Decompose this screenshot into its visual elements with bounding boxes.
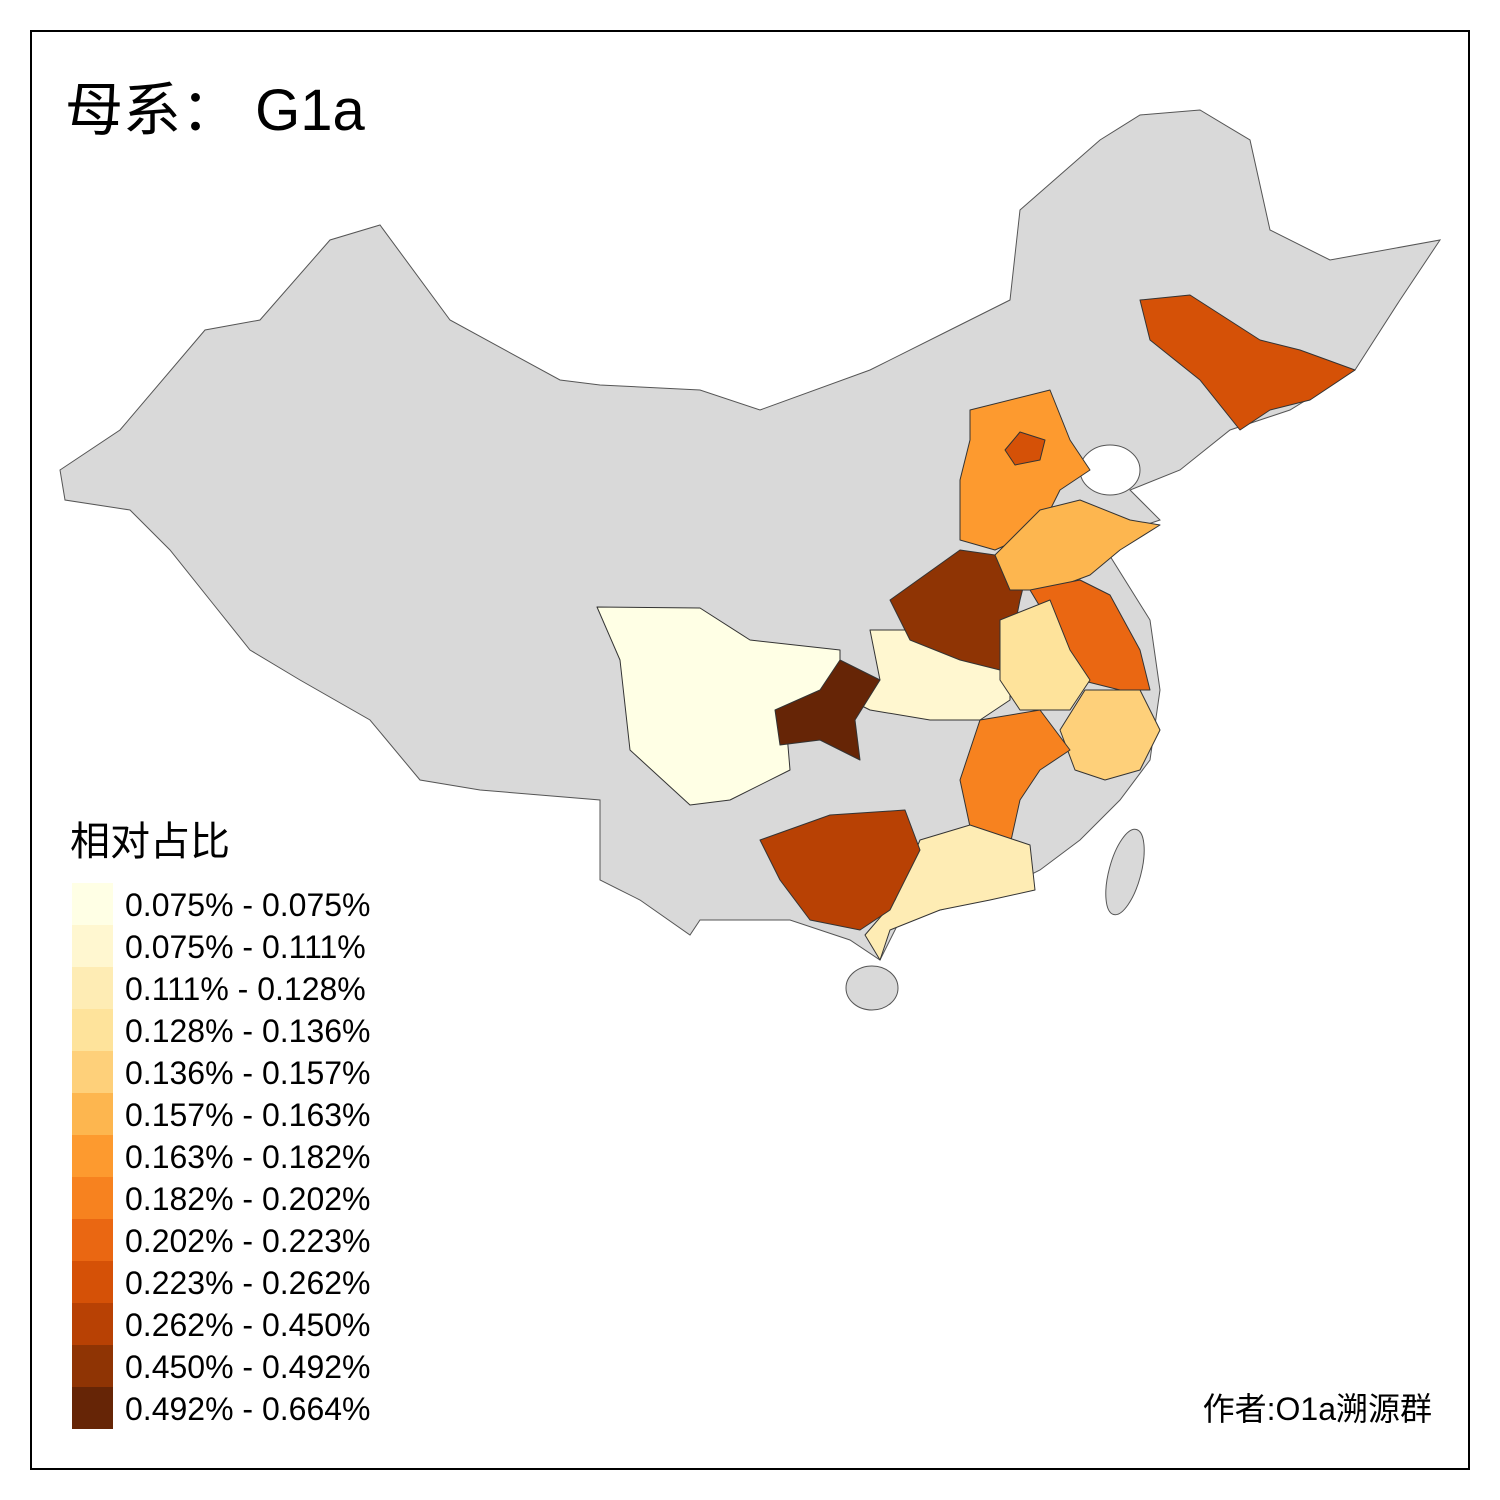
- legend-label: 0.136% - 0.157%: [125, 1055, 371, 1091]
- region: [999, 599, 1091, 711]
- region: [774, 659, 881, 761]
- regions: [596, 294, 1356, 961]
- legend-label: 0.111% - 0.128%: [125, 971, 366, 1007]
- legend-swatch: [72, 1345, 113, 1387]
- map-title: 母系： G1a: [65, 78, 365, 143]
- region: [1139, 294, 1356, 431]
- region: [759, 809, 921, 931]
- legend-label: 0.492% - 0.664%: [125, 1391, 371, 1427]
- legend-swatch: [72, 1093, 113, 1135]
- legend-label: 0.450% - 0.492%: [125, 1349, 371, 1385]
- legend-label: 0.075% - 0.075%: [125, 887, 371, 923]
- region: [959, 709, 1071, 851]
- legend-swatch: [72, 967, 113, 1009]
- legend-swatch: [72, 1177, 113, 1219]
- legend-title: 相对占比: [70, 820, 230, 864]
- legend: 0.075% - 0.075% 0.075% - 0.111% 0.111% - 0…: [72, 883, 371, 1429]
- region: [1059, 689, 1161, 781]
- legend-label: 0.262% - 0.450%: [125, 1307, 371, 1343]
- legend-label: 0.075% - 0.111%: [125, 929, 366, 965]
- legend-swatch: [72, 1051, 113, 1093]
- author-note: 作者:O1a溯源群: [1203, 1391, 1432, 1427]
- legend-swatch: [72, 925, 113, 967]
- legend-label: 0.157% - 0.163%: [125, 1097, 371, 1133]
- legend-label: 0.202% - 0.223%: [125, 1223, 371, 1259]
- legend-swatch: [72, 1009, 113, 1051]
- island: [1105, 828, 1145, 916]
- legend-swatch: [72, 1261, 113, 1303]
- legend-label: 0.128% - 0.136%: [125, 1013, 371, 1049]
- region: [1004, 431, 1046, 466]
- legend-swatch: [72, 1303, 113, 1345]
- legend-label: 0.182% - 0.202%: [125, 1181, 371, 1217]
- legend-label: 0.223% - 0.262%: [125, 1265, 371, 1301]
- legend-swatch: [72, 883, 113, 925]
- legend-swatch: [72, 1219, 113, 1261]
- legend-label: 0.163% - 0.182%: [125, 1139, 371, 1175]
- legend-swatch: [72, 1135, 113, 1177]
- region: [864, 824, 1036, 961]
- island: [845, 965, 899, 1011]
- legend-swatch: [72, 1387, 113, 1429]
